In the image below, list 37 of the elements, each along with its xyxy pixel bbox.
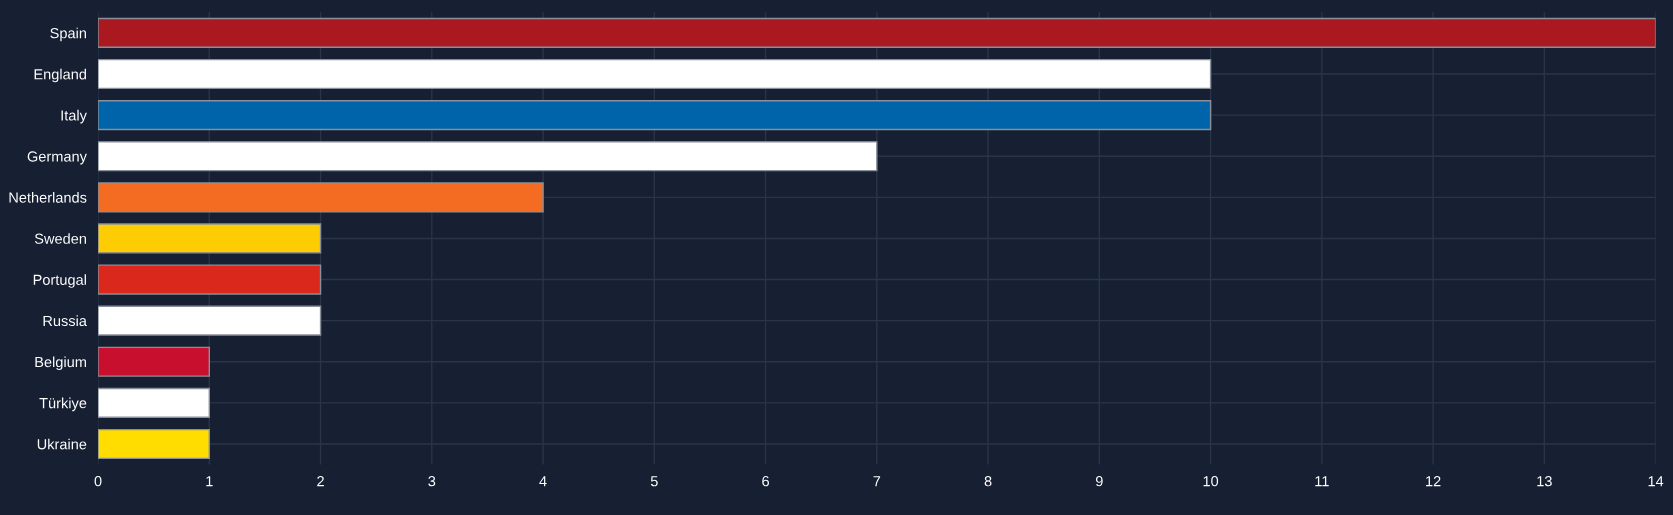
y-tick-label: Germany — [27, 151, 87, 165]
y-tick-label: Türkiye — [39, 397, 87, 412]
x-tick-label: 6 — [762, 476, 769, 487]
x-tick-label: 5 — [650, 476, 658, 487]
y-tick-label: Portugal — [33, 274, 86, 288]
y-tick-label: Russia — [43, 315, 87, 327]
x-tick-label: 13 — [1537, 476, 1552, 487]
bar — [98, 100, 1212, 131]
y-tick-label: Italy — [61, 109, 87, 124]
bar — [98, 141, 878, 172]
x-tick-label: 8 — [984, 476, 992, 487]
x-tick-label: 7 — [873, 476, 881, 487]
bar — [98, 17, 1656, 48]
y-tick-label: England — [34, 68, 86, 83]
bar — [98, 346, 210, 377]
x-tick-label: 12 — [1426, 476, 1441, 487]
x-tick-label: 0 — [94, 476, 102, 487]
x-tick-label: 1 — [206, 476, 213, 487]
y-tick-label: Sweden — [34, 233, 86, 244]
y-tick-label: Netherlands — [9, 192, 87, 203]
x-tick-label: 2 — [317, 476, 324, 487]
x-tick-label: 11 — [1315, 476, 1329, 487]
x-tick-label: 4 — [539, 476, 547, 487]
y-tick-label: Spain — [50, 27, 86, 42]
bar — [98, 264, 322, 295]
x-tick-label: 3 — [428, 476, 436, 487]
bar — [98, 182, 544, 213]
x-tick-label: 9 — [1095, 476, 1103, 487]
bar — [98, 387, 210, 418]
x-tick-label: 10 — [1203, 476, 1219, 487]
bar — [98, 428, 210, 460]
bar — [98, 58, 1212, 90]
bar — [98, 223, 322, 254]
y-tick-label: Belgium — [35, 356, 86, 371]
x-tick-label: 14 — [1648, 476, 1664, 487]
bar — [98, 305, 322, 336]
y-tick-label: Ukraine — [37, 438, 87, 450]
